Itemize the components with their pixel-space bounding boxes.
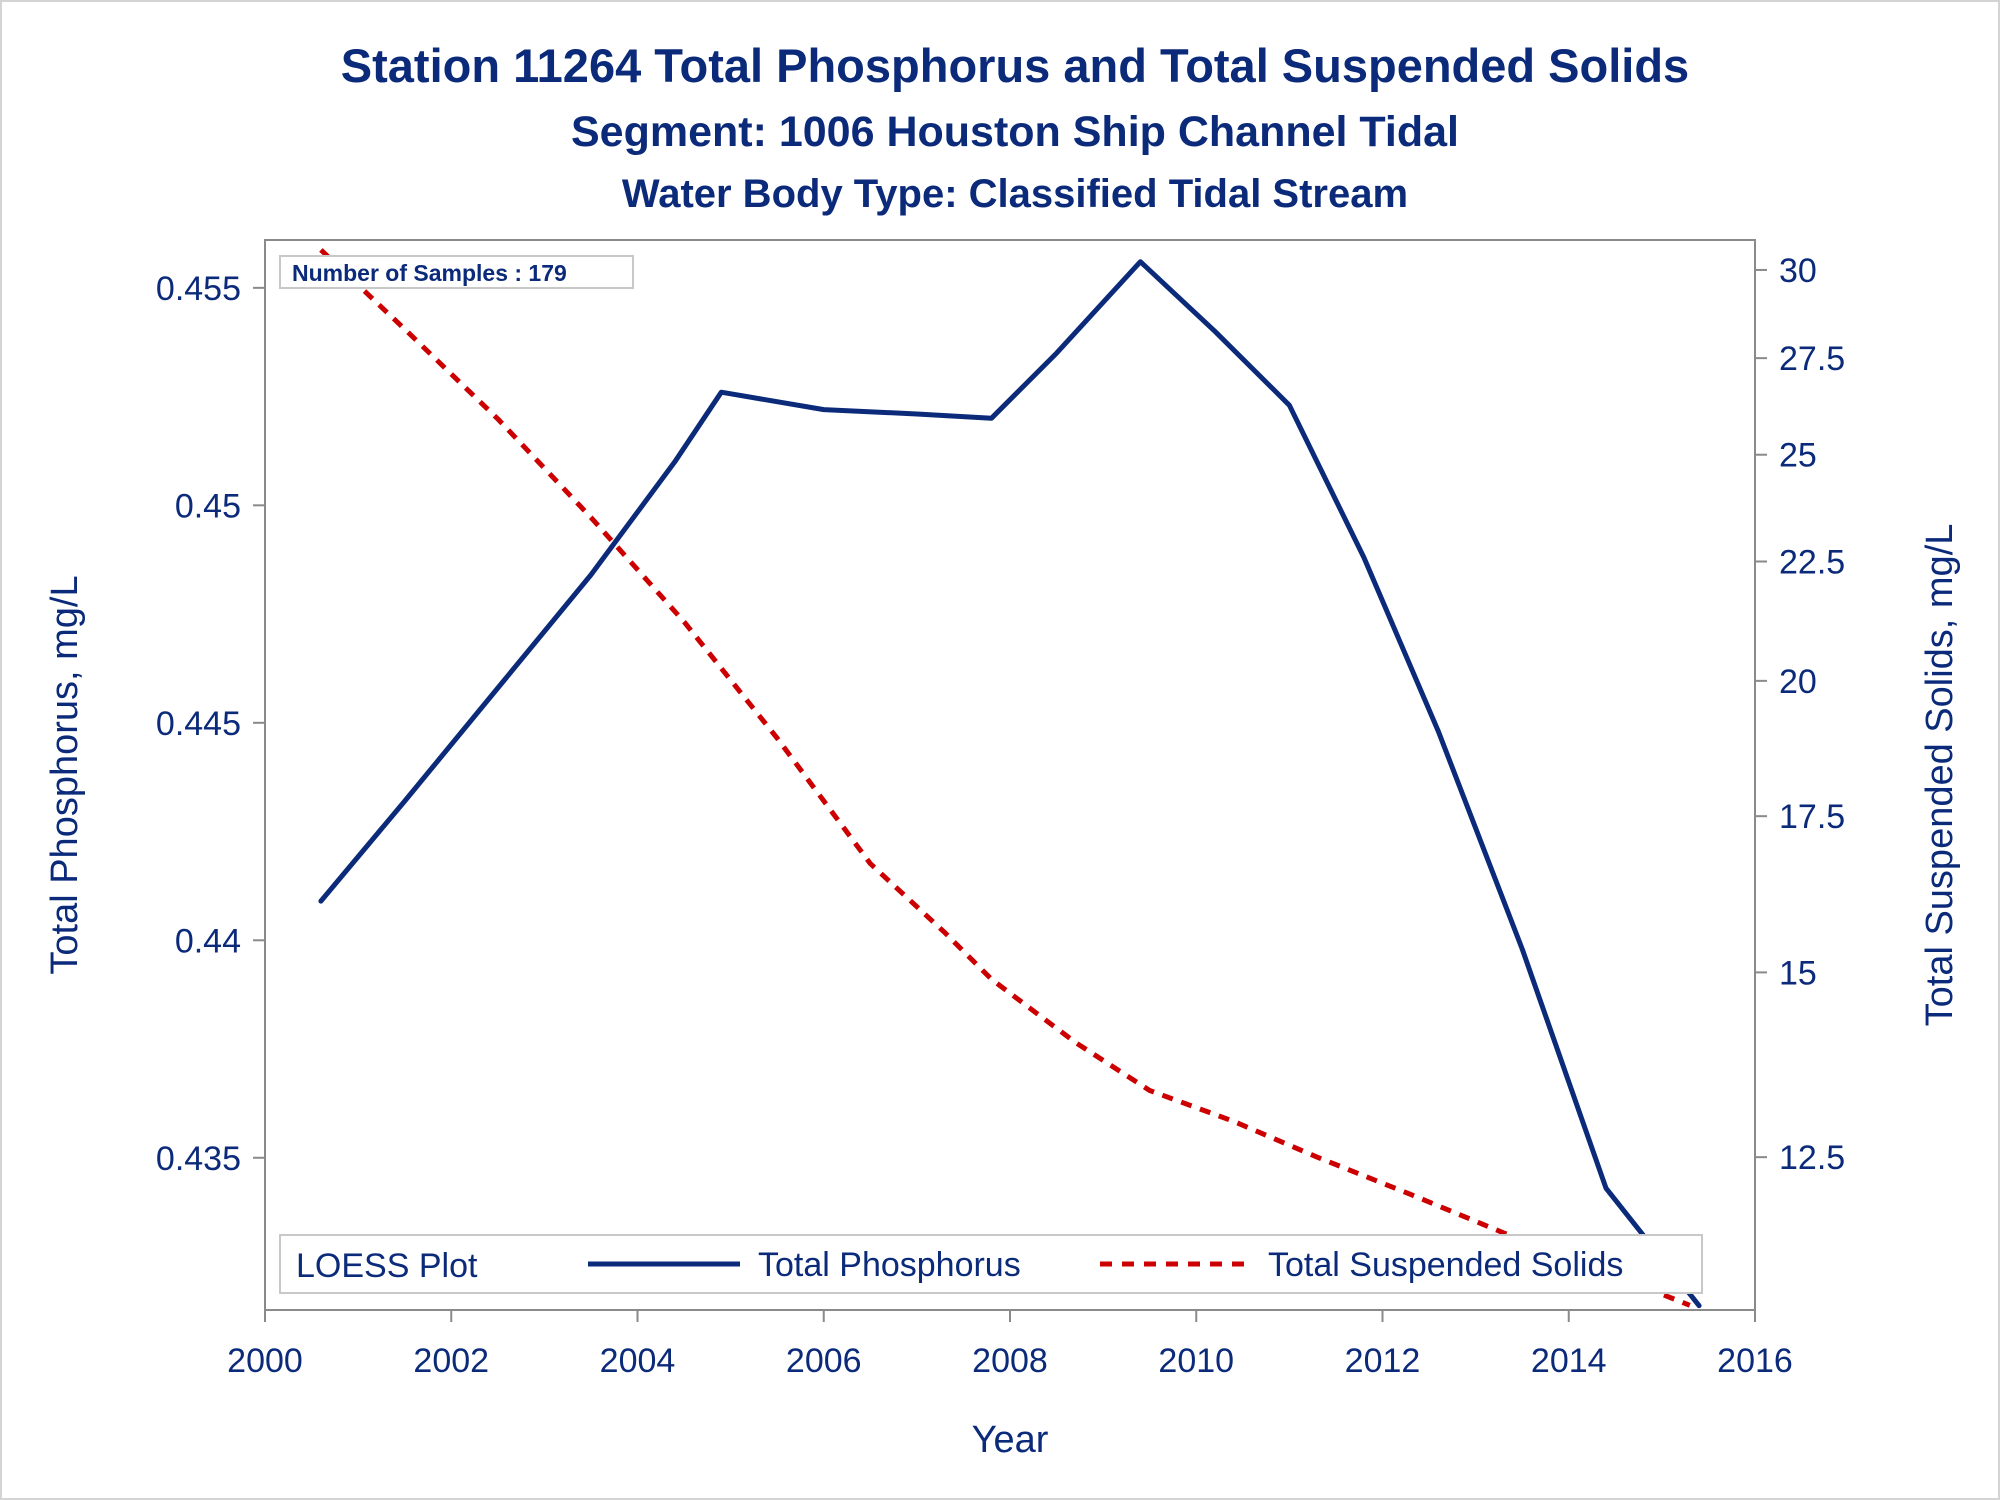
y2-axis-label: Total Suspended Solids, mg/L (1919, 524, 1961, 1027)
y-axis-label: Total Phosphorus, mg/L (44, 575, 86, 974)
y2-tick-label: 27.5 (1779, 340, 1845, 378)
x-tick-label: 2012 (1345, 1342, 1421, 1380)
legend-box (279, 1234, 1703, 1294)
y-tick-label: 0.44 (175, 922, 241, 960)
x-tick-label: 2004 (600, 1342, 676, 1380)
y2-tick-label: 30 (1779, 252, 1817, 290)
x-tick-label: 2014 (1531, 1342, 1607, 1380)
chart-subtitle: Segment: 1006 Houston Ship Channel Tidal (571, 108, 1459, 156)
chart-title: Station 11264 Total Phosphorus and Total… (341, 39, 1689, 92)
inset-box (279, 255, 634, 289)
legend-label-phosphorus: Total Phosphorus (758, 1246, 1021, 1284)
series-layer (318, 248, 1702, 1309)
y-axis-left: 0.435 0.44 0.445 0.45 0.455 (156, 270, 265, 1178)
x-tick-label: 2006 (786, 1342, 862, 1380)
x-axis-label: Year (972, 1419, 1049, 1461)
x-tick-label: 2000 (227, 1342, 303, 1380)
legend-label-tss: Total Suspended Solids (1268, 1246, 1623, 1284)
sample-count-inset: Number of Samples : 179 (292, 260, 567, 286)
y2-tick-label: 15 (1779, 954, 1817, 992)
x-tick-label: 2016 (1717, 1342, 1793, 1380)
y-tick-label: 0.455 (156, 270, 241, 308)
x-tick-label: 2010 (1158, 1342, 1234, 1380)
y-tick-label: 0.445 (156, 705, 241, 743)
x-tick-label: 2002 (413, 1342, 489, 1380)
y2-tick-label: 25 (1779, 437, 1817, 475)
y2-tick-label: 17.5 (1779, 798, 1845, 836)
y-axis-right: 12.5 15 17.5 20 22.5 25 27.5 30 (1755, 252, 1845, 1177)
series-line-total-phosphorus (318, 259, 1702, 1309)
legend-title: LOESS Plot (296, 1247, 478, 1285)
chart-subtitle-2: Water Body Type: Classified Tidal Stream (622, 172, 1408, 216)
x-axis: 2000 2002 2004 2006 2008 2010 2012 2014 2016 (227, 1310, 1793, 1380)
x-tick-label: 2008 (972, 1342, 1048, 1380)
y2-tick-label: 22.5 (1779, 543, 1845, 581)
y-tick-label: 0.435 (156, 1140, 241, 1178)
y2-tick-label: 20 (1779, 663, 1817, 701)
series-line-total-suspended-solids (319, 248, 1691, 1308)
y-tick-label: 0.45 (175, 487, 241, 525)
y2-tick-label: 12.5 (1779, 1139, 1845, 1177)
